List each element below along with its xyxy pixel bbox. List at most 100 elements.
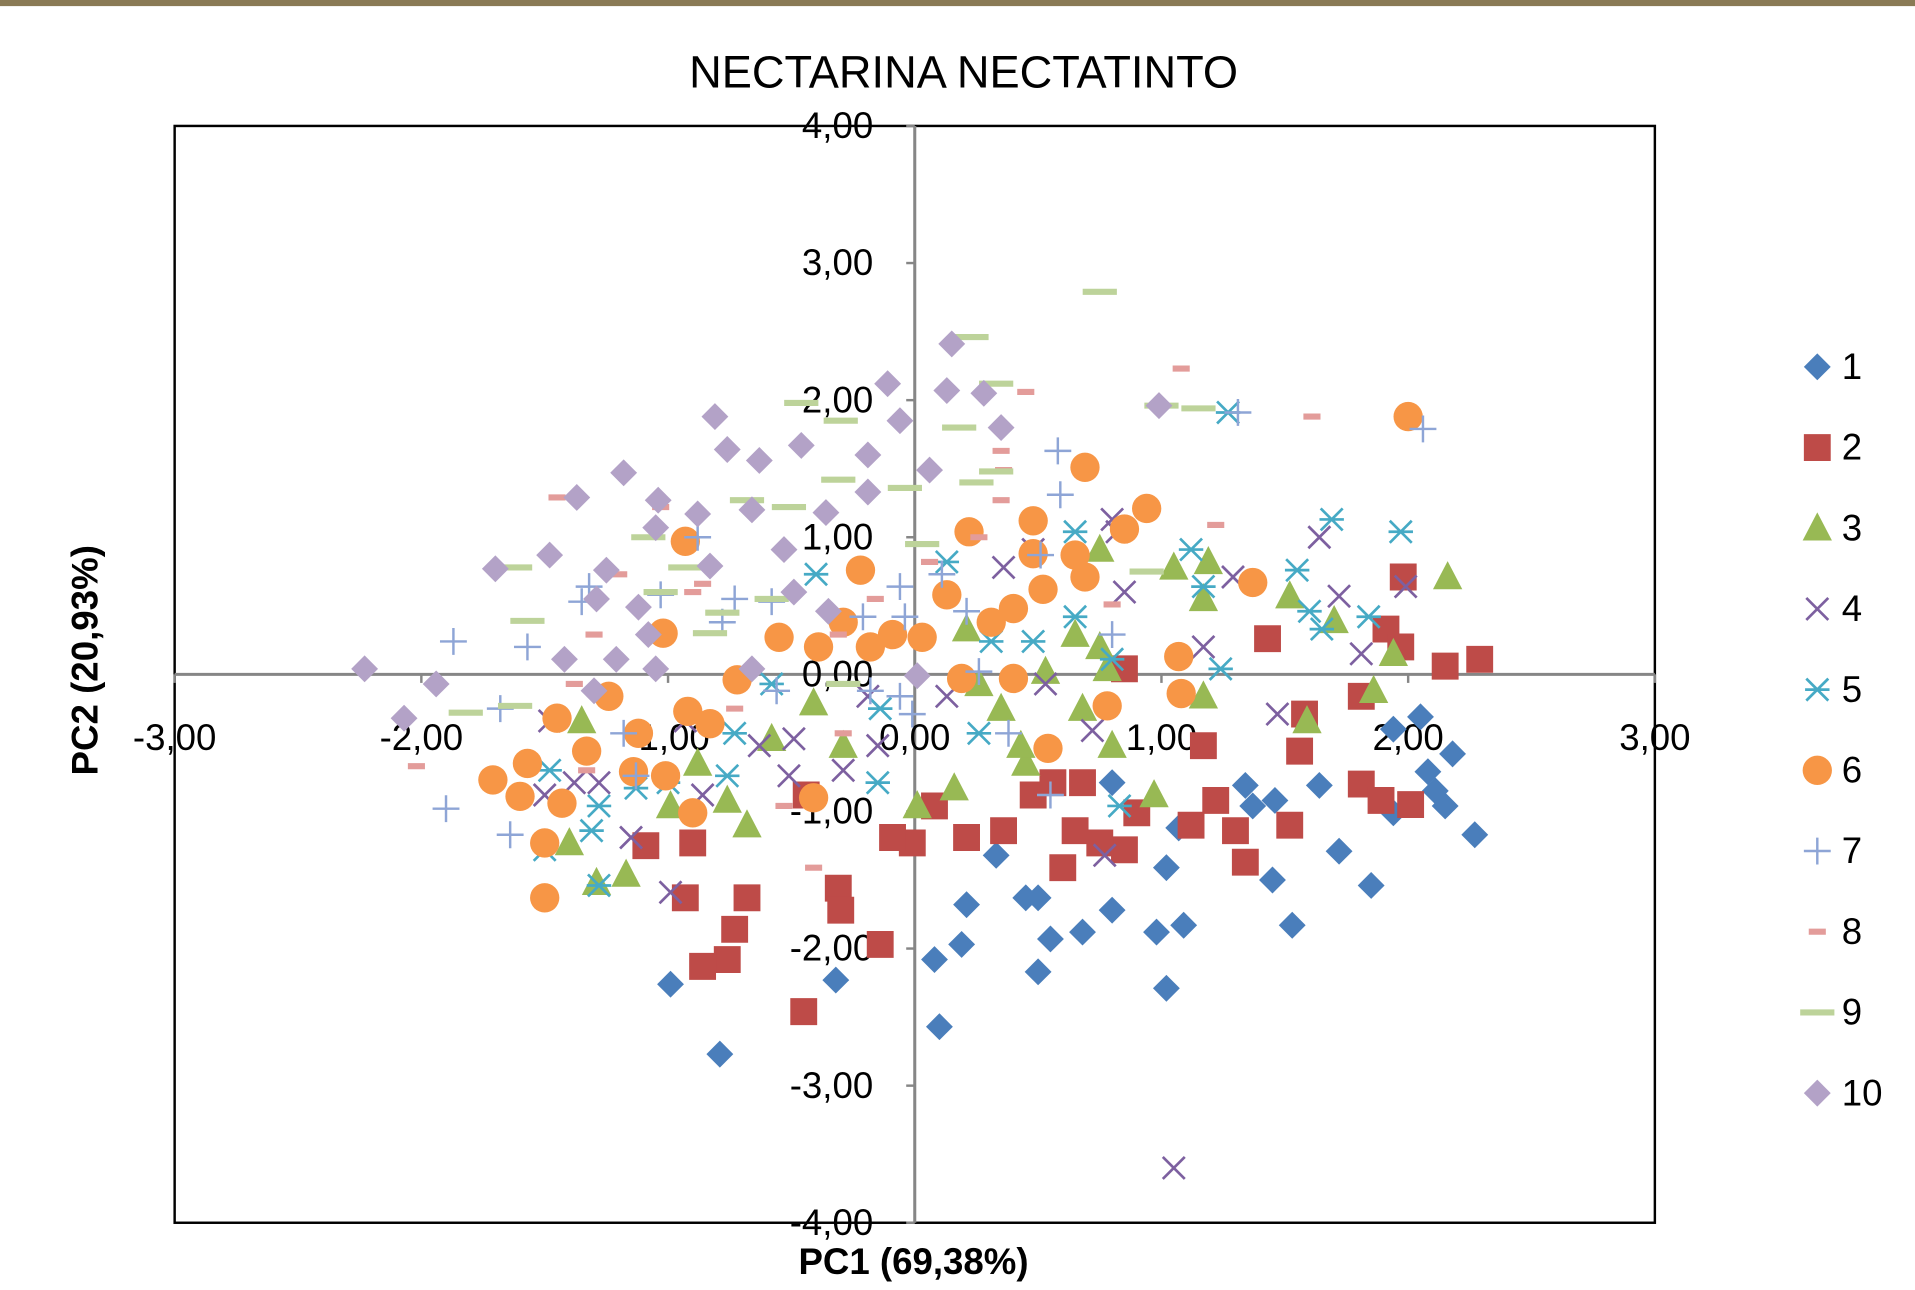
asterisk-marker xyxy=(1107,794,1132,818)
plus-marker xyxy=(886,682,914,710)
diamond-marker xyxy=(1098,896,1126,924)
legend: 1 2 3 4 5 6 7 8 9 10 xyxy=(1800,346,1882,1113)
asterisk-marker xyxy=(1309,617,1335,642)
circle-marker xyxy=(673,696,703,727)
square-marker xyxy=(679,829,707,857)
y-axis-title: PC2 (20,93%) xyxy=(65,545,106,775)
plus-marker xyxy=(439,627,467,655)
diamond-marker xyxy=(1170,911,1198,939)
circle-marker xyxy=(855,632,886,662)
square-marker xyxy=(990,817,1018,845)
dash-marker xyxy=(866,595,884,602)
diamond-marker xyxy=(1803,353,1831,381)
circle-marker xyxy=(571,736,602,766)
diamond-marker xyxy=(422,670,450,698)
plus-marker xyxy=(1027,541,1055,569)
plus-marker xyxy=(1046,481,1074,509)
diamond-marker xyxy=(481,555,509,583)
y-tick-label: -3,00 xyxy=(790,1065,874,1106)
plus-marker xyxy=(513,633,541,661)
asterisk-marker xyxy=(715,763,740,788)
plus-marker xyxy=(1037,781,1064,809)
diamond-marker xyxy=(780,578,808,606)
x-tick-label: 1,00 xyxy=(1126,717,1197,758)
x-marker xyxy=(1265,702,1290,727)
circle-marker xyxy=(798,783,829,813)
diamond-marker xyxy=(903,662,931,690)
asterisk-marker xyxy=(1297,599,1322,624)
asterisk-marker xyxy=(1099,647,1125,672)
square-marker xyxy=(1069,769,1096,797)
dash-marker xyxy=(754,595,789,602)
y-tick-label: 1,00 xyxy=(802,516,873,557)
diamond-marker xyxy=(602,645,630,673)
dash-marker xyxy=(497,702,533,709)
dash-marker xyxy=(643,589,678,596)
square-marker xyxy=(790,998,818,1026)
square-marker xyxy=(1431,652,1459,680)
circle-marker xyxy=(954,517,984,547)
plus-marker xyxy=(610,719,638,747)
legend-label: 1 xyxy=(1842,346,1862,387)
plus-marker xyxy=(1044,437,1072,465)
dash-marker xyxy=(1207,521,1225,528)
square-marker xyxy=(1061,817,1089,845)
diamond-marker xyxy=(625,593,652,621)
circle-marker xyxy=(764,622,794,653)
dash-marker xyxy=(805,864,823,871)
x-marker xyxy=(587,770,611,795)
diamond-marker xyxy=(1414,758,1442,786)
dash-marker xyxy=(1129,568,1164,575)
plus-marker xyxy=(1803,837,1831,865)
dash-marker xyxy=(887,484,922,491)
triangle-marker xyxy=(1060,618,1090,647)
diamond-marker xyxy=(982,841,1010,869)
triangle-marker xyxy=(798,687,829,716)
diamond-marker xyxy=(738,496,766,524)
dash-marker xyxy=(726,705,744,712)
circle-marker xyxy=(542,703,572,733)
dash-marker xyxy=(448,709,483,716)
diamond-marker xyxy=(953,891,980,919)
diamond-marker xyxy=(1145,392,1173,420)
y-tick-label: 2,00 xyxy=(802,379,873,420)
x-axis-title: PC1 (69,38%) xyxy=(798,1241,1028,1282)
diamond-marker xyxy=(580,677,608,705)
triangle-marker xyxy=(1358,674,1389,704)
asterisk-marker xyxy=(586,794,612,818)
square-marker xyxy=(1086,829,1114,857)
square-marker xyxy=(632,832,660,860)
diamond-marker xyxy=(536,541,564,569)
diamond-marker xyxy=(701,403,729,431)
dash-marker xyxy=(823,417,858,424)
diamond-marker xyxy=(642,514,670,542)
dash-marker xyxy=(992,497,1010,504)
circle-marker xyxy=(1070,562,1100,592)
dash-marker xyxy=(821,476,856,483)
diamond-marker xyxy=(390,704,418,732)
circle-marker xyxy=(505,781,535,812)
circle-marker xyxy=(1131,493,1162,524)
diamond-marker xyxy=(1037,925,1064,953)
square-marker xyxy=(1189,732,1217,760)
diamond-marker xyxy=(886,407,914,435)
triangle-marker xyxy=(1006,729,1036,758)
triangle-marker xyxy=(611,858,641,887)
triangle-marker xyxy=(1097,729,1127,758)
circle-marker xyxy=(530,828,560,858)
circle-marker xyxy=(512,748,543,779)
dash-marker xyxy=(1172,365,1190,372)
diamond-marker xyxy=(822,966,850,994)
diamond-marker xyxy=(592,556,620,584)
square-marker xyxy=(1397,791,1425,819)
asterisk-marker xyxy=(1388,519,1413,544)
dash-marker xyxy=(959,479,994,486)
x-marker xyxy=(781,726,806,751)
dash-marker xyxy=(578,767,596,774)
diamond-marker xyxy=(1261,787,1289,814)
asterisk-marker xyxy=(868,696,893,721)
triangle-marker xyxy=(1085,533,1115,562)
square-marker xyxy=(879,824,906,851)
asterisk-marker xyxy=(537,758,562,783)
